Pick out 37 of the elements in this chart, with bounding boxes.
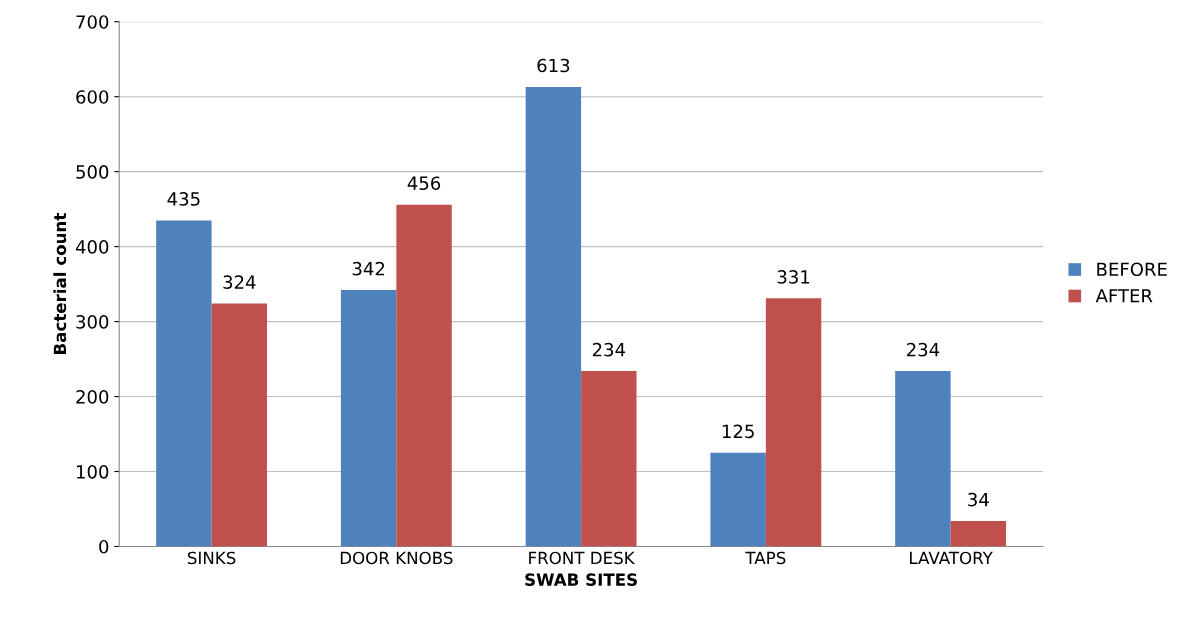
data-label: 234	[907, 342, 940, 357]
data-label: 435	[167, 192, 200, 206]
legend-label: BEFORE	[1097, 262, 1167, 277]
bar	[765, 298, 822, 547]
y-tick-label: 500	[76, 165, 109, 179]
data-label: 324	[223, 275, 256, 289]
y-tick-label: 100	[77, 464, 109, 479]
x-axis-title: SWAB SITES	[525, 573, 637, 586]
bar	[581, 371, 637, 547]
legend-label: AFTER	[1095, 289, 1153, 303]
bar	[525, 86, 582, 547]
y-tick-label: 200	[76, 390, 109, 404]
bar	[895, 371, 951, 547]
x-tick-label: LAVATORY	[910, 551, 993, 565]
bar	[211, 303, 268, 547]
x-tick-label: TAPS	[745, 551, 786, 565]
bar	[396, 204, 452, 547]
bar	[340, 290, 397, 547]
bar	[950, 520, 1007, 547]
data-label: 234	[592, 342, 626, 357]
data-label: 342	[352, 261, 385, 276]
y-tick-label: 700	[76, 15, 109, 29]
y-tick-label: 0	[99, 539, 109, 554]
bar	[156, 220, 212, 547]
y-tick-label: 300	[76, 315, 109, 329]
x-tick-label: SINKS	[187, 551, 236, 565]
data-label: 456	[407, 176, 441, 191]
data-label: 331	[777, 270, 810, 284]
y-tick-label: 400	[75, 240, 109, 254]
data-label: 34	[968, 492, 989, 507]
data-label: 613	[537, 58, 570, 73]
x-tick-label: DOOR KNOBS	[340, 551, 453, 565]
y-tick-label: 600	[76, 90, 109, 104]
data-label: 125	[722, 424, 754, 439]
x-tick-label: FRONT DESK	[529, 551, 635, 565]
bar	[710, 452, 766, 547]
y-axis-title: Bacterial count	[53, 213, 67, 354]
